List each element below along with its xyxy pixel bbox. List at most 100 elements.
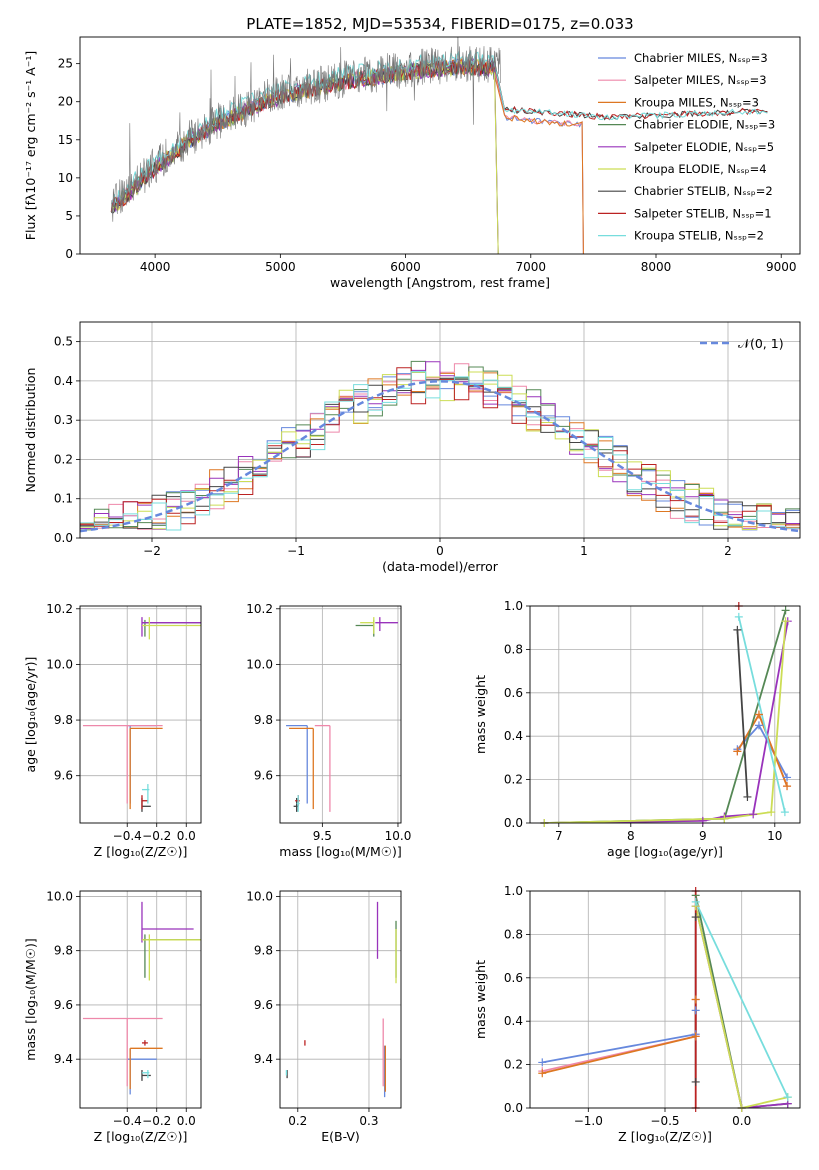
legend-label-salpeter_miles: Salpeter MILES, Nₛₛₚ=3	[634, 73, 767, 87]
legend-label-chabrier_stelib: Chabrier STELIB, Nₛₛₚ=2	[634, 184, 773, 198]
y-tick-label: 9.8	[54, 713, 73, 727]
y-tick-label: 10.0	[246, 657, 273, 671]
weight-marker-kroupa_stelib	[780, 808, 789, 817]
y-tick-label: 0.4	[504, 729, 523, 743]
weight-marker-chabrier_miles	[754, 721, 763, 730]
weight-line-salpeter_elodie	[544, 621, 789, 823]
weight-marker-chabrier_stelib	[691, 913, 700, 922]
weight-marker-salpeter_elodie	[749, 810, 758, 819]
x-tick-label: 10.0	[385, 829, 412, 843]
y-tick-label: 10.2	[46, 602, 73, 616]
plot-area	[544, 610, 789, 823]
y-tick-label: 15	[58, 133, 73, 147]
axes-frame	[79, 321, 801, 539]
y-tick-label: 0.0	[504, 816, 523, 830]
y-axis-label: mass [log₁₀(M/M☉)]	[23, 938, 38, 1060]
y-tick-label: 0.6	[504, 686, 523, 700]
weight-line-kroupa_elodie	[544, 621, 787, 823]
y-tick-label: 10.0	[46, 657, 73, 671]
panel-mass_vs_Z: −0.4 −0.2 0.0 9.4 9.6 9.8 10.0 Z [log₁₀(Z/Z☉)] m…	[23, 889, 202, 1144]
x-tick-label: 10	[767, 829, 782, 843]
weight-marker-kroupa_stelib	[691, 897, 700, 906]
weight-line-kroupa_elodie	[694, 905, 788, 1108]
x-tick-label: 0.0	[732, 1114, 751, 1128]
gaussian-reference-curve	[80, 380, 800, 533]
weight-marker-kroupa_miles	[754, 710, 763, 719]
panel-residuals: −2 −1 0 1 2 0.0 0.1 0.2 0.3 0.4 0.5 (data-model)/er…	[23, 321, 801, 574]
axes-frame	[529, 605, 801, 824]
x-tick-label: −0.4	[113, 829, 142, 843]
x-tick-label: 0.0	[177, 1114, 196, 1128]
weight-marker-kroupa_miles	[538, 1069, 547, 1078]
x-tick-label: −0.5	[650, 1114, 679, 1128]
x-axis-label: Z [log₁₀(Z/Z☉)]	[94, 844, 188, 859]
x-axis-label: E(B-V)	[321, 1129, 360, 1144]
x-axis-label: Z [log₁₀(Z/Z☉)]	[94, 1129, 188, 1144]
x-tick-label: 5000	[265, 260, 296, 274]
axes-frame	[79, 36, 801, 255]
weight-marker-kroupa_stelib	[734, 612, 743, 621]
legend-label-salpeter_elodie: Salpeter ELODIE, Nₛₛₚ=5	[634, 140, 774, 154]
y-tick-label: 9.8	[254, 713, 273, 727]
histogram-kroupa_stelib	[80, 371, 800, 531]
panel-mass_vs_EBV: 0.2 0.3 9.4 9.6 9.8 10.0 E(B-V)	[246, 889, 402, 1144]
legend-label-chabrier_elodie: Chabrier ELODIE, Nₛₛₚ=3	[634, 118, 775, 132]
weight-marker-kroupa_elodie	[720, 814, 729, 823]
y-tick-label: 10	[58, 171, 73, 185]
y-tick-label: 9.4	[254, 1052, 273, 1066]
x-tick-label: 7000	[516, 260, 547, 274]
axes-frame	[79, 605, 202, 824]
y-tick-label: 10.0	[246, 889, 273, 903]
y-tick-label: 9.6	[254, 769, 273, 783]
axes-frame	[279, 605, 402, 824]
x-axis-label: Z [log₁₀(Z/Z☉)]	[618, 1129, 712, 1144]
y-tick-label: 0.4	[504, 1014, 523, 1028]
weight-marker-salpeter_elodie	[698, 816, 707, 825]
weight-marker-chabrier_miles	[691, 1006, 700, 1015]
y-tick-label: 0.8	[504, 927, 523, 941]
y-tick-label: 10.2	[246, 602, 273, 616]
y-tick-label: 0.6	[504, 971, 523, 985]
x-tick-label: 0.0	[177, 829, 196, 843]
y-tick-label: 20	[58, 95, 73, 109]
panel-age_vs_Z: −0.4 −0.2 0.0 9.6 9.8 10.0 10.2 Z [log₁₀(Z/Z☉)]…	[23, 602, 202, 859]
panel-weight_vs_Z: −1.0 −0.5 0.0 0.0 0.2 0.4 0.6 0.8 1.0 Z [log₁₀(Z/…	[473, 884, 801, 1144]
weight-line-kroupa_miles	[542, 999, 697, 1075]
x-tick-label: 8	[627, 829, 635, 843]
x-tick-label: 2	[724, 544, 732, 558]
y-tick-label: 25	[58, 57, 73, 71]
x-tick-label: 0	[436, 544, 444, 558]
y-tick-label: 1.0	[504, 884, 523, 898]
axes-frame	[529, 890, 801, 1109]
weight-marker-chabrier_elodie	[781, 606, 790, 615]
y-axis-label: age [log₁₀(age/yr)]	[23, 657, 38, 773]
y-tick-label: 0.8	[504, 642, 523, 656]
x-tick-label: −2	[143, 544, 161, 558]
x-tick-label: 4000	[140, 260, 171, 274]
y-axis-label: Flux [fλ10⁻¹⁷ erg cm⁻² s⁻¹ A⁻¹]	[23, 51, 38, 240]
y-tick-label: 0.2	[54, 452, 73, 466]
plot-area	[285, 901, 397, 1098]
weight-marker-kroupa_miles	[691, 1032, 700, 1041]
weight-marker-chabrier_miles	[783, 773, 792, 782]
legend: Chabrier MILES, Nₛₛₚ=3 Salpeter MILES, Nₛ…	[598, 51, 775, 243]
plot-area	[286, 617, 398, 812]
x-axis-label: mass [log₁₀(M/M☉)]	[279, 844, 401, 859]
y-axis-label: Normed distribution	[23, 368, 38, 493]
y-tick-label: 0.0	[54, 531, 73, 545]
weight-marker-kroupa_miles	[783, 782, 792, 791]
weight-marker-chabrier_stelib	[691, 1077, 700, 1086]
axes-frame	[279, 890, 402, 1109]
y-tick-label: 1.0	[504, 599, 523, 613]
x-axis-label: wavelength [Angstrom, rest frame]	[330, 275, 550, 290]
panel-weight_vs_age: 7 8 9 10 0.0 0.2 0.4 0.6 0.8 1.0 age [log₁₀(age/yr…	[473, 599, 801, 859]
weight-line-chabrier_elodie	[544, 610, 787, 823]
legend-label-kroupa_stelib: Kroupa STELIB, Nₛₛₚ=2	[634, 229, 764, 243]
x-tick-label: 6000	[390, 260, 421, 274]
legend-label-salpeter_stelib: Salpeter STELIB, Nₛₛₚ=1	[634, 206, 772, 220]
legend-label-kroupa_elodie: Kroupa ELODIE, Nₛₛₚ=4	[634, 162, 767, 176]
y-tick-label: 0.2	[504, 773, 523, 787]
plot-area	[82, 901, 201, 1095]
weight-marker-kroupa_miles	[691, 995, 700, 1004]
figure-title: PLATE=1852, MJD=53534, FIBERID=0175, z=0…	[246, 15, 633, 33]
